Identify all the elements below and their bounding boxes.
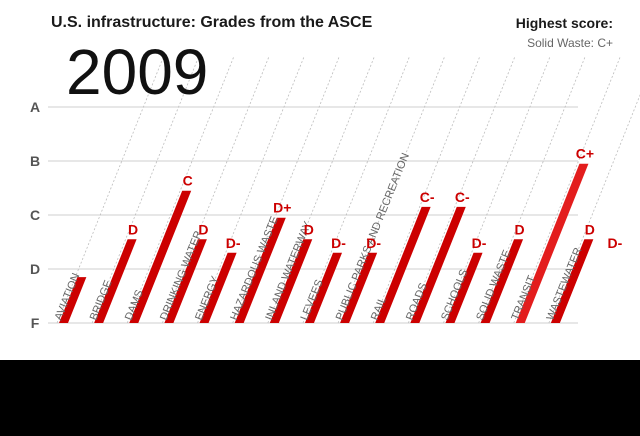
- grade-label: C-: [455, 189, 470, 205]
- bar: [234, 217, 286, 323]
- highest-score-value: Solid Waste: C+: [527, 36, 613, 50]
- grade-label: D+: [273, 200, 291, 216]
- grade-label: D: [515, 221, 525, 237]
- grade-label: C+: [576, 146, 594, 162]
- grade-label: D: [128, 221, 138, 237]
- bar: [94, 239, 137, 323]
- grade-label: D-: [366, 235, 381, 251]
- bar: [410, 206, 466, 323]
- chart-title: U.S. infrastructure: Grades from the ASC…: [51, 14, 373, 31]
- grade-label: D-: [226, 235, 241, 251]
- y-tick-label: A: [30, 99, 40, 115]
- y-tick-label: D: [30, 261, 40, 277]
- bar: [550, 239, 594, 323]
- bar: [480, 239, 524, 323]
- grade-label: D: [585, 221, 595, 237]
- bar: [340, 252, 378, 323]
- bar: [445, 252, 483, 323]
- grade-label: D-: [607, 235, 622, 251]
- grade-label: D: [198, 221, 208, 237]
- grade-label: D-: [472, 235, 487, 251]
- bar: [129, 190, 192, 323]
- highest-score-label: Highest score:: [515, 15, 613, 31]
- y-tick-label: B: [30, 153, 40, 169]
- grade-label: D-: [331, 235, 346, 251]
- bar: [59, 277, 87, 323]
- y-tick-label: F: [31, 315, 40, 331]
- grade-label: D: [304, 221, 314, 237]
- grade-label: C: [183, 173, 193, 189]
- bar: [375, 206, 431, 323]
- bar: [515, 163, 589, 323]
- bar: [164, 239, 207, 323]
- black-band: [0, 360, 640, 436]
- grade-label: C-: [420, 189, 435, 205]
- bar: [269, 239, 313, 323]
- bar: [304, 252, 343, 323]
- bar: [199, 252, 237, 323]
- year-label: 2009: [66, 36, 209, 108]
- y-tick-label: C: [30, 207, 40, 223]
- chart-panel: U.S. infrastructure: Grades from the ASC…: [0, 0, 640, 360]
